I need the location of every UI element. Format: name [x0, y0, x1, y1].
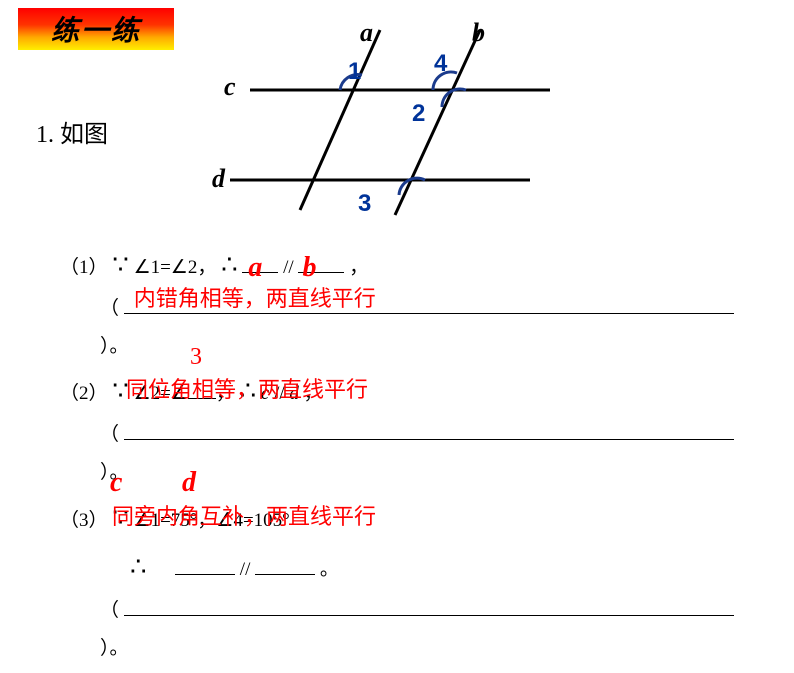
p2-d: d [289, 383, 299, 404]
label-a: a [360, 18, 373, 48]
problem-3-close: ）。 [100, 634, 760, 664]
p3-cond: ∠1=75°，∠4=105° [134, 510, 290, 531]
p1-cond: ∠1=∠2， [134, 257, 217, 278]
p3-therefore: ∴ [130, 552, 147, 581]
p3-period: 。 [320, 559, 339, 580]
p2-open: （ [100, 424, 119, 445]
p2-num: （2） [60, 383, 108, 404]
p1-close: ）。 [100, 336, 129, 357]
label-d: d [212, 164, 225, 194]
p1-ans-a: a [248, 246, 262, 291]
title-box: 练一练 [18, 8, 174, 50]
p2-blank-angle [188, 380, 216, 399]
p1-blank-a: a [242, 254, 278, 273]
problem-2-close: ）。 [100, 458, 760, 488]
p3-reason-blank [124, 597, 734, 616]
p1-therefore: ∴ [221, 250, 238, 279]
problem-3-therefore: ∴ // 。 [130, 546, 760, 588]
p3-close: ）。 [100, 638, 129, 659]
p1-comma: ， [349, 257, 368, 278]
p3-because: ∵ [112, 503, 129, 532]
p1-parallel: // [283, 257, 294, 278]
geometry-diagram: a b c d 1 4 2 3 [200, 10, 600, 230]
p2-cond-pre: ∠2=∠ [134, 383, 188, 404]
p1-open: （ [100, 298, 119, 319]
title-text: 练一练 [51, 9, 141, 49]
p1-blank-b: b [298, 254, 344, 273]
p3-blank-1 [175, 556, 235, 575]
diagram-svg [200, 10, 600, 230]
p2-parallel: // [274, 383, 285, 404]
p2-close: ）。 [100, 462, 129, 483]
p1-ans-b: b [302, 246, 316, 291]
problem-1-close: ）。 [100, 332, 760, 362]
label-b: b [472, 18, 485, 48]
angle-2: 2 [412, 100, 425, 128]
p2-comma: ， [304, 383, 323, 404]
angle-3: 3 [358, 190, 371, 218]
label-c: c [224, 72, 236, 102]
problem-3: （3） ∵ ∠1=75°，∠4=105° c d 同旁内角互补，两直线平行 [60, 497, 760, 539]
problem-3-reason: （ [100, 596, 760, 626]
angle-4: 4 [434, 50, 447, 78]
p3-blank-2 [255, 556, 315, 575]
problem-2-reason: （ [100, 420, 760, 450]
p1-reason: 内错角相等，两直线平行 [134, 281, 376, 316]
angle-1: 1 [348, 58, 361, 86]
problem-2: （2） ∵ ∠2=∠， ∴ c // d ， 3 同位角相等，两直线平行 [60, 370, 760, 412]
problems-area: （1） ∵ ∠1=∠2， ∴ a // b ， （ 内错角相等，两直线平行 ）。… [60, 244, 760, 673]
p3-parallel: // [240, 559, 251, 580]
p1-num: （1） [60, 257, 108, 278]
problem-1-reason: （ 内错角相等，两直线平行 [100, 294, 760, 324]
problem-1: （1） ∵ ∠1=∠2， ∴ a // b ， [60, 244, 760, 286]
p1-because: ∵ [112, 250, 129, 279]
p2-therefore: ∴ [240, 376, 257, 405]
p1-reason-blank: 内错角相等，两直线平行 [124, 295, 734, 314]
p2-c: c [261, 383, 269, 404]
p2-because: ∵ [112, 376, 129, 405]
p3-num: （3） [60, 510, 108, 531]
p2-reason-blank [124, 421, 734, 440]
p2-cond-post: ， [216, 383, 235, 404]
p3-open: （ [100, 600, 119, 621]
question-intro: 1. 如图 [36, 114, 108, 149]
